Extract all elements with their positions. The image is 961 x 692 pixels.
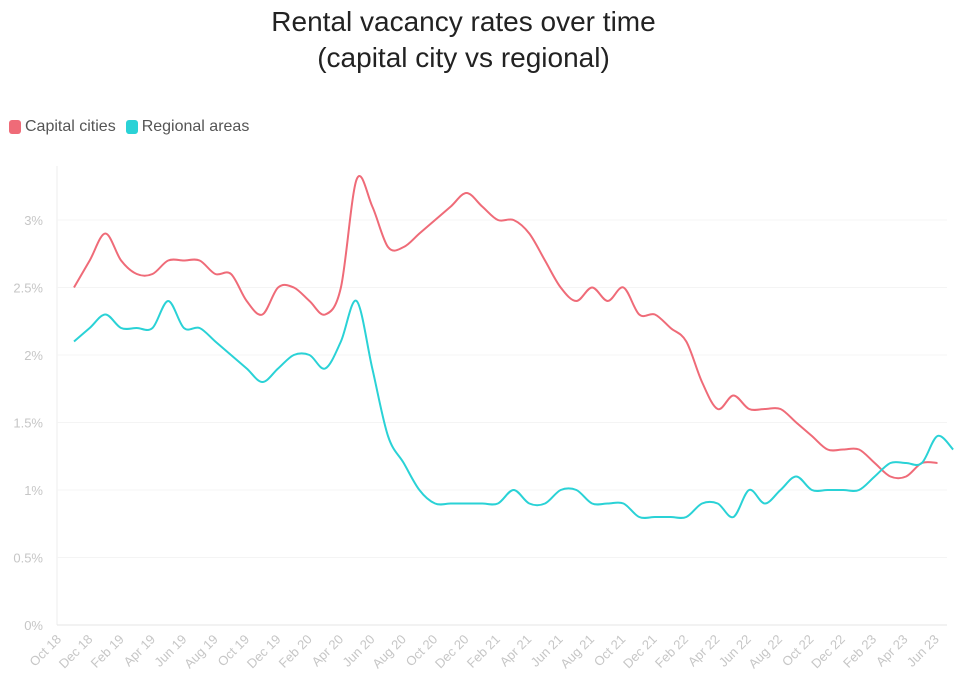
y-tick-label: 1.5% bbox=[13, 416, 43, 431]
series-lines bbox=[73, 175, 954, 520]
legend: Capital cities Regional areas bbox=[9, 118, 259, 136]
x-tick-label: Feb 20 bbox=[276, 632, 315, 671]
x-tick-label: Apr 20 bbox=[309, 632, 347, 670]
x-tick-label: Dec 20 bbox=[432, 632, 472, 672]
chart-title-line-1: Rental vacancy rates over time bbox=[271, 6, 656, 37]
y-axis-ticks: 0% 0.5% 1% 1.5% 2% 2.5% 3% bbox=[13, 213, 43, 633]
y-tick-label: 2.5% bbox=[13, 281, 43, 296]
x-tick-label: Dec 18 bbox=[56, 632, 96, 672]
y-tick-label: 1% bbox=[24, 483, 43, 498]
legend-item-capital-cities[interactable]: Capital cities bbox=[9, 118, 116, 136]
y-gridlines bbox=[56, 166, 947, 626]
y-tick-label: 3% bbox=[24, 213, 43, 228]
x-tick-label: Aug 22 bbox=[745, 632, 785, 672]
x-tick-label: Feb 19 bbox=[88, 632, 127, 671]
x-tick-label: Dec 22 bbox=[808, 632, 848, 672]
x-tick-label: Jun 23 bbox=[904, 632, 942, 670]
x-tick-label: Apr 22 bbox=[685, 632, 723, 670]
series-line-capital-cities[interactable] bbox=[73, 175, 938, 480]
x-tick-label: Dec 19 bbox=[244, 632, 284, 672]
x-tick-label: Apr 23 bbox=[873, 632, 911, 670]
y-tick-label: 0% bbox=[24, 618, 43, 633]
x-tick-label: Apr 21 bbox=[497, 632, 535, 670]
y-tick-label: 0.5% bbox=[13, 551, 43, 566]
x-tick-label: Apr 19 bbox=[120, 632, 158, 670]
x-tick-label: Aug 20 bbox=[369, 632, 409, 672]
x-tick-label: Feb 23 bbox=[840, 632, 879, 671]
chart-title: Rental vacancy rates over time (capital … bbox=[0, 4, 927, 76]
series-line-regional-areas[interactable] bbox=[73, 299, 954, 520]
legend-swatch-capital-cities bbox=[9, 120, 21, 134]
x-tick-label: Dec 21 bbox=[620, 632, 660, 672]
legend-label-regional-areas: Regional areas bbox=[141, 118, 250, 135]
legend-item-regional-areas[interactable]: Regional areas bbox=[125, 118, 250, 136]
chart-title-line-2: (capital city vs regional) bbox=[317, 42, 610, 73]
legend-swatch-regional-areas bbox=[125, 120, 138, 134]
x-tick-label: Aug 19 bbox=[181, 632, 221, 672]
x-tick-label: Feb 22 bbox=[652, 632, 691, 671]
x-tick-label: Feb 21 bbox=[464, 632, 503, 671]
y-tick-label: 2% bbox=[24, 348, 43, 363]
legend-label-capital-cities: Capital cities bbox=[25, 118, 116, 135]
x-tick-label: Aug 21 bbox=[557, 632, 597, 672]
